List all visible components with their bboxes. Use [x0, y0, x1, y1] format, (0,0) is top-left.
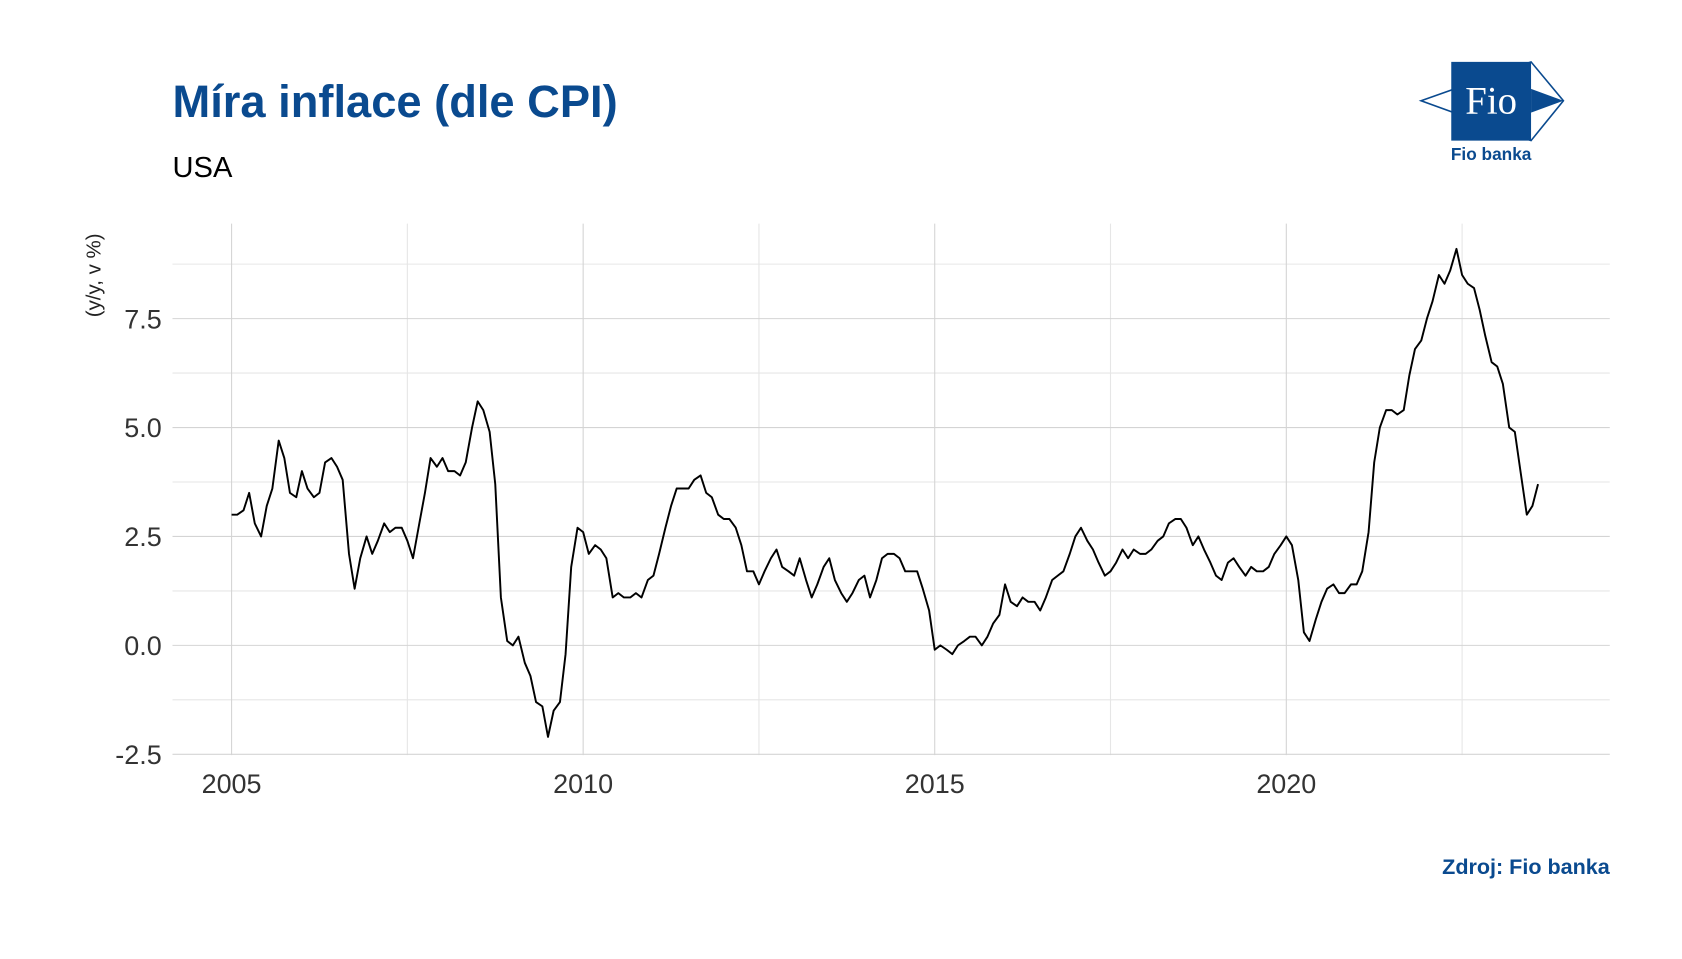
logo-arrow [1531, 88, 1564, 113]
y-axis-label: (y/y, v %) [82, 233, 105, 317]
y-tick-label: 0.0 [124, 631, 161, 661]
x-tick-label: 2015 [905, 769, 965, 799]
y-tick-label: 2.5 [124, 522, 161, 552]
logo-text: Fio [1465, 80, 1517, 123]
chart-title: Míra inflace (dle CPI) [173, 76, 618, 127]
grid [172, 223, 1610, 756]
y-tick-label: 5.0 [124, 413, 161, 443]
chart-subtitle: USA [173, 152, 233, 184]
y-tick-label: 7.5 [124, 304, 161, 334]
logo-square [1451, 61, 1532, 141]
x-tick-label: 2005 [202, 769, 262, 799]
x-tick-label: 2020 [1256, 769, 1316, 799]
y-tick-label: -2.5 [115, 740, 161, 770]
logo-caption: Fio banka [1451, 144, 1532, 164]
logo: Fio Fio banka [1418, 60, 1565, 164]
data-line [231, 247, 1539, 738]
x-tick-label: 2010 [553, 769, 613, 799]
source: Zdroj: Fio banka [1442, 854, 1611, 879]
